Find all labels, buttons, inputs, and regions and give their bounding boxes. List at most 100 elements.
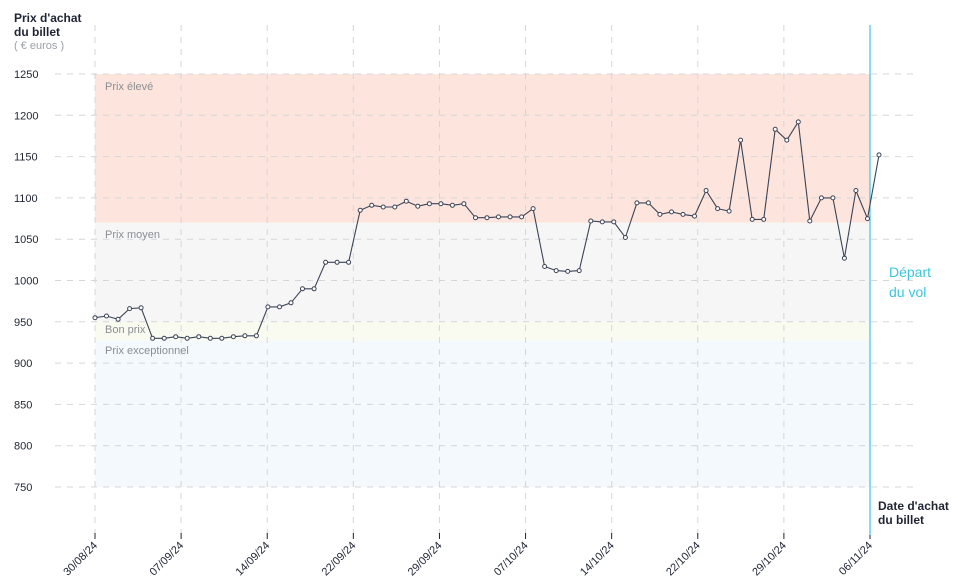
price-point (242, 333, 248, 339)
price-point (449, 202, 455, 208)
x-tick-label: 22/10/24 (664, 540, 703, 579)
price-point (161, 335, 167, 341)
y-tick-label: 1050 (14, 234, 38, 246)
price-point (253, 333, 259, 339)
price-point (749, 216, 755, 222)
price-point (369, 202, 375, 208)
price-point (738, 137, 744, 143)
x-tick-label: 30/08/24 (61, 540, 100, 579)
price-point (426, 201, 432, 207)
price-point (726, 208, 732, 214)
price-point (576, 268, 582, 274)
y-tick-label: 900 (14, 358, 32, 370)
y-axis-title: Prix d'achat du billet (14, 11, 82, 39)
price-point (496, 214, 501, 220)
price-point (288, 300, 294, 306)
x-axis-title-line2: du billet (878, 513, 924, 527)
price-point (346, 259, 352, 265)
price-point (438, 201, 444, 207)
x-tick-label: 14/09/24 (234, 540, 273, 579)
price-point (357, 207, 363, 213)
price-point (311, 286, 317, 292)
y-tick-label: 1100 (14, 193, 38, 205)
x-tick-label: 29/10/24 (750, 540, 789, 579)
price-point (127, 306, 133, 312)
price-point (657, 211, 663, 217)
price-point (392, 204, 398, 210)
price-point (92, 315, 98, 321)
price-point (761, 216, 767, 222)
price-point (553, 268, 559, 274)
price-point (138, 305, 144, 311)
y-axis-title-line1: Prix d'achat (14, 11, 82, 25)
price-point (415, 203, 421, 209)
price-point (599, 219, 605, 225)
price-point (784, 137, 790, 143)
zone-prix-exceptionnel (95, 340, 870, 487)
departure-label: Départ du vol (889, 262, 931, 302)
price-point (680, 211, 686, 217)
departure-label-line1: Départ (889, 264, 932, 280)
y-tick-label: 1200 (14, 110, 38, 122)
price-point (173, 334, 179, 340)
price-point (841, 255, 847, 261)
price-point (277, 304, 282, 310)
price-point (334, 259, 340, 265)
y-tick-label: 800 (14, 441, 32, 453)
price-point (795, 119, 801, 125)
price-point (323, 259, 329, 265)
price-point (230, 334, 236, 340)
x-tick-label: 14/10/24 (578, 540, 617, 579)
price-point (530, 206, 536, 212)
x-axis-title-line1: Date d'achat (878, 499, 949, 513)
price-point (461, 201, 467, 207)
x-tick-label: 29/09/24 (406, 540, 445, 579)
zone-prix-eleve (95, 74, 870, 223)
price-point (622, 235, 628, 240)
y-tick-label: 1000 (14, 276, 38, 288)
price-point (830, 195, 836, 201)
price-point (519, 214, 525, 220)
price-point (542, 264, 548, 269)
zone-bon-prix (95, 321, 870, 341)
x-tick-label: 22/09/24 (320, 540, 359, 579)
price-point (473, 215, 478, 221)
x-tick-label: 06/11/24 (837, 540, 875, 578)
price-point (104, 313, 109, 319)
y-tick-label: 850 (14, 399, 32, 411)
price-point (507, 214, 513, 220)
price-point (588, 218, 594, 224)
price-point (265, 304, 271, 310)
price-point (692, 213, 697, 219)
price-point (703, 188, 709, 193)
y-axis-title-line2: du billet (14, 25, 60, 39)
departure-label-line2: du vol (889, 284, 927, 300)
y-axis-unit: ( € euros ) (14, 40, 65, 52)
price-point (853, 188, 859, 193)
zone-label-prix-exceptionnel: Prix exceptionnel (105, 345, 189, 357)
price-point (715, 206, 721, 212)
zone-label-prix-moyen: Prix moyen (105, 229, 160, 241)
price-point (207, 335, 213, 341)
zone-label-bon-prix: Bon prix (105, 324, 146, 336)
price-point (865, 216, 870, 222)
y-tick-label: 750 (14, 482, 32, 494)
x-tick-label: 07/09/24 (147, 540, 186, 579)
price-point (484, 215, 490, 221)
zone-label-prix-eleve: Prix élevé (105, 81, 153, 93)
y-tick-label: 1250 (14, 69, 38, 81)
price-point (634, 200, 640, 206)
y-tick-label: 1150 (14, 152, 38, 164)
price-point (772, 126, 778, 132)
y-tick-label: 950 (14, 317, 32, 329)
price-point (300, 286, 305, 292)
price-point (565, 268, 571, 274)
price-point (876, 152, 882, 158)
price-point (219, 335, 225, 341)
price-point (818, 195, 824, 201)
price-point (196, 334, 202, 340)
x-axis-title: Date d'achat du billet (878, 499, 949, 527)
price-point (184, 335, 190, 341)
price-point (403, 198, 409, 204)
